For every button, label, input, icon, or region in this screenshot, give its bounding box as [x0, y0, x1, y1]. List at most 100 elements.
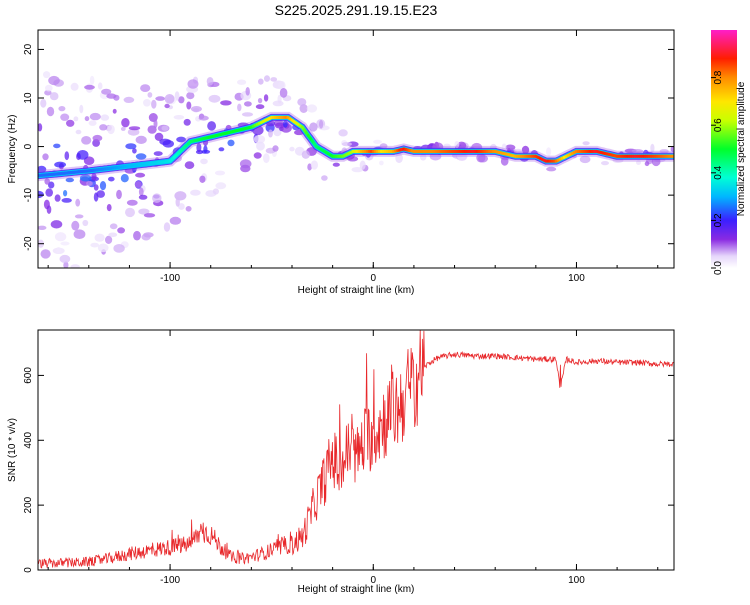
heatmap-cell-56: [101, 114, 110, 120]
heatmap-cell-230: [237, 80, 246, 85]
heatmap-cell-90: [289, 147, 294, 152]
heatmap-cell-135: [110, 223, 118, 229]
snr-x-tick-label-0: -100: [160, 575, 180, 586]
heatmap-cell-295: [75, 214, 84, 218]
heatmap-cell-61: [41, 249, 51, 258]
heatmap-cell-243: [40, 99, 46, 108]
heatmap-cell-152: [311, 160, 318, 169]
heatmap-cell-323: [54, 162, 66, 168]
colorbar-label: Normalized spectral amplitude: [736, 81, 747, 216]
heatmap-cell-264: [264, 75, 270, 82]
heatmap-cell-29: [184, 119, 191, 126]
heatmap-cell-16: [95, 234, 105, 242]
heatmap-cell-197: [86, 181, 93, 186]
heatmap-cell-302: [85, 116, 90, 121]
heatmap-cell-333: [321, 175, 328, 181]
heatmap-cell-288: [191, 106, 202, 112]
snr-y-axis-label: SNR (10 * v/v): [7, 418, 18, 482]
heatmap-cell-311: [93, 135, 103, 141]
heatmap-cell-151: [199, 176, 205, 183]
heatmap-cell-118: [51, 220, 63, 228]
heatmap-cell-294: [139, 188, 144, 196]
heatmap-cell-303: [258, 98, 262, 103]
spectrogram-heatmap: [32, 71, 677, 269]
heatmap-cell-240: [207, 77, 214, 86]
heatmap-cell-76: [143, 99, 151, 107]
heatmap-cell-146: [200, 159, 208, 165]
heatmap-cell-290: [43, 71, 50, 78]
heatmap-cell-334: [96, 190, 105, 198]
heatmap-cell-3: [105, 236, 112, 244]
heatmap-cell-105: [190, 190, 201, 196]
heatmap-cell-203: [142, 234, 151, 241]
heatmap-cell-109: [82, 220, 88, 226]
heatmap-cell-242: [645, 161, 650, 166]
colorbar-tick-label-2: 0.4: [713, 165, 724, 179]
heatmap-cell-308: [45, 188, 53, 196]
spectrogram-x-tick-label-0: -100: [160, 273, 180, 284]
snr-y-tick-label-1: 200: [23, 496, 34, 513]
heatmap-cell-157: [264, 94, 268, 101]
heatmap-cell-283: [140, 84, 150, 92]
snr-x-axis-label: Height of straight line (km): [298, 584, 415, 595]
heatmap-cell-171: [121, 127, 126, 131]
heatmap-cell-200: [60, 255, 71, 263]
heatmap-cell-319: [162, 126, 169, 131]
heatmap-cell-266: [84, 85, 95, 90]
spectrogram-y-axis-label: Frequency (Hz): [7, 115, 18, 184]
heatmap-cell-119: [379, 161, 384, 166]
heatmap-cell-326: [127, 200, 138, 206]
heatmap-cell-115: [144, 213, 155, 217]
heatmap-cell-125: [170, 217, 181, 225]
heatmap-cell-187: [165, 94, 175, 104]
heatmap-cell-190: [66, 120, 74, 127]
heatmap-cell-310: [152, 193, 161, 203]
heatmap-cell-87: [240, 159, 252, 168]
heatmap-cell-260: [319, 120, 323, 129]
heatmap-cell-279: [48, 76, 60, 85]
heatmap-cell-234: [546, 147, 551, 156]
heatmap-cell-168: [186, 102, 191, 110]
heatmap-cell-129: [60, 242, 69, 246]
heatmap-cell-229: [129, 126, 140, 130]
heatmap-cell-199: [203, 145, 207, 153]
heatmap-cell-179: [107, 125, 115, 134]
heatmap-cell-21: [63, 190, 67, 196]
spectrogram-y-tick-label-0: -20: [23, 236, 34, 251]
spectrogram-x-axis-label: Height of straight line (km): [298, 285, 415, 296]
heatmap-cell-317: [242, 112, 253, 116]
heatmap-cell-205: [113, 109, 117, 114]
heatmap-cell-258: [268, 130, 273, 138]
heatmap-cell-104: [297, 98, 306, 106]
heatmap-cell-52: [263, 153, 270, 163]
heatmap-cell-324: [151, 100, 156, 109]
heatmap-cell-228: [246, 87, 250, 96]
heatmap-cell-306: [154, 119, 158, 128]
heatmap-cell-246: [254, 152, 262, 158]
heatmap-cell-201: [116, 190, 122, 199]
heatmap-cell-134: [155, 96, 165, 101]
heatmap-cell-321: [90, 243, 99, 248]
heatmap-cell-169: [61, 198, 71, 203]
heatmap-cell-103: [53, 144, 60, 149]
chart-title: S225.2025.291.19.15.E23: [275, 2, 438, 18]
heatmap-cell-137: [94, 184, 99, 190]
heatmap-cell-206: [154, 151, 163, 156]
heatmap-cell-220: [71, 221, 79, 231]
heatmap-cell-155: [98, 244, 109, 253]
heatmap-cell-328: [148, 92, 153, 98]
heatmap-cell-325: [237, 104, 241, 112]
heatmap-cell-244: [121, 174, 129, 182]
heatmap-cell-219: [71, 83, 79, 91]
heatmap-cell-287: [163, 140, 174, 148]
heatmap-cell-313: [174, 115, 185, 120]
heatmap-cell-79: [56, 247, 61, 254]
colorbar-tick-label-0: 0.0: [713, 261, 724, 275]
snr-line: [38, 330, 674, 568]
heatmap-cell-176: [209, 95, 221, 103]
snr-y-tick-label-2: 400: [23, 431, 34, 448]
heatmap-cell-327: [117, 227, 125, 233]
heatmap-cell-298: [188, 79, 199, 88]
heatmap-cell-332: [302, 151, 310, 159]
